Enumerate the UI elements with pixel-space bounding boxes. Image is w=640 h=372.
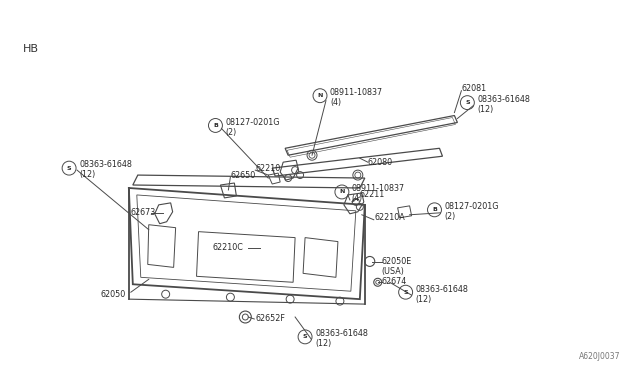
Text: 08911-10837: 08911-10837 bbox=[330, 88, 383, 97]
Text: A620J0037: A620J0037 bbox=[579, 352, 620, 361]
Text: (4): (4) bbox=[330, 98, 341, 107]
Text: (USA): (USA) bbox=[381, 267, 404, 276]
Text: 08911-10837: 08911-10837 bbox=[352, 185, 405, 193]
Text: 62211: 62211 bbox=[360, 190, 385, 199]
Text: 62210A: 62210A bbox=[375, 213, 406, 222]
Text: S: S bbox=[465, 100, 470, 105]
Text: 08127-0201G: 08127-0201G bbox=[444, 202, 499, 211]
Text: 62210C: 62210C bbox=[212, 243, 243, 252]
Text: B: B bbox=[213, 123, 218, 128]
Text: 08363-61648: 08363-61648 bbox=[477, 95, 530, 104]
Text: 62080: 62080 bbox=[368, 158, 393, 167]
Text: 62210: 62210 bbox=[255, 164, 280, 173]
Text: HB: HB bbox=[23, 44, 39, 54]
Text: 08127-0201G: 08127-0201G bbox=[225, 118, 280, 127]
Text: 62050: 62050 bbox=[101, 290, 126, 299]
Text: 62050E: 62050E bbox=[381, 257, 412, 266]
Text: (4): (4) bbox=[352, 195, 363, 203]
Text: N: N bbox=[339, 189, 344, 195]
Text: S: S bbox=[303, 334, 307, 339]
Text: (2): (2) bbox=[225, 128, 237, 137]
Text: 62081: 62081 bbox=[461, 84, 486, 93]
Text: (12): (12) bbox=[315, 339, 332, 348]
Text: 62673: 62673 bbox=[131, 208, 156, 217]
Text: S: S bbox=[67, 166, 72, 171]
Text: (12): (12) bbox=[79, 170, 95, 179]
Text: N: N bbox=[317, 93, 323, 98]
Text: 08363-61648: 08363-61648 bbox=[315, 329, 368, 339]
Text: 62650: 62650 bbox=[230, 171, 255, 180]
Text: 08363-61648: 08363-61648 bbox=[79, 160, 132, 169]
Text: B: B bbox=[432, 207, 437, 212]
Text: (12): (12) bbox=[477, 105, 493, 114]
Text: (12): (12) bbox=[415, 295, 432, 304]
Text: 62652F: 62652F bbox=[255, 314, 285, 324]
Text: S: S bbox=[403, 290, 408, 295]
Text: 62674: 62674 bbox=[381, 277, 407, 286]
Text: 08363-61648: 08363-61648 bbox=[415, 285, 468, 294]
Text: (2): (2) bbox=[444, 212, 456, 221]
